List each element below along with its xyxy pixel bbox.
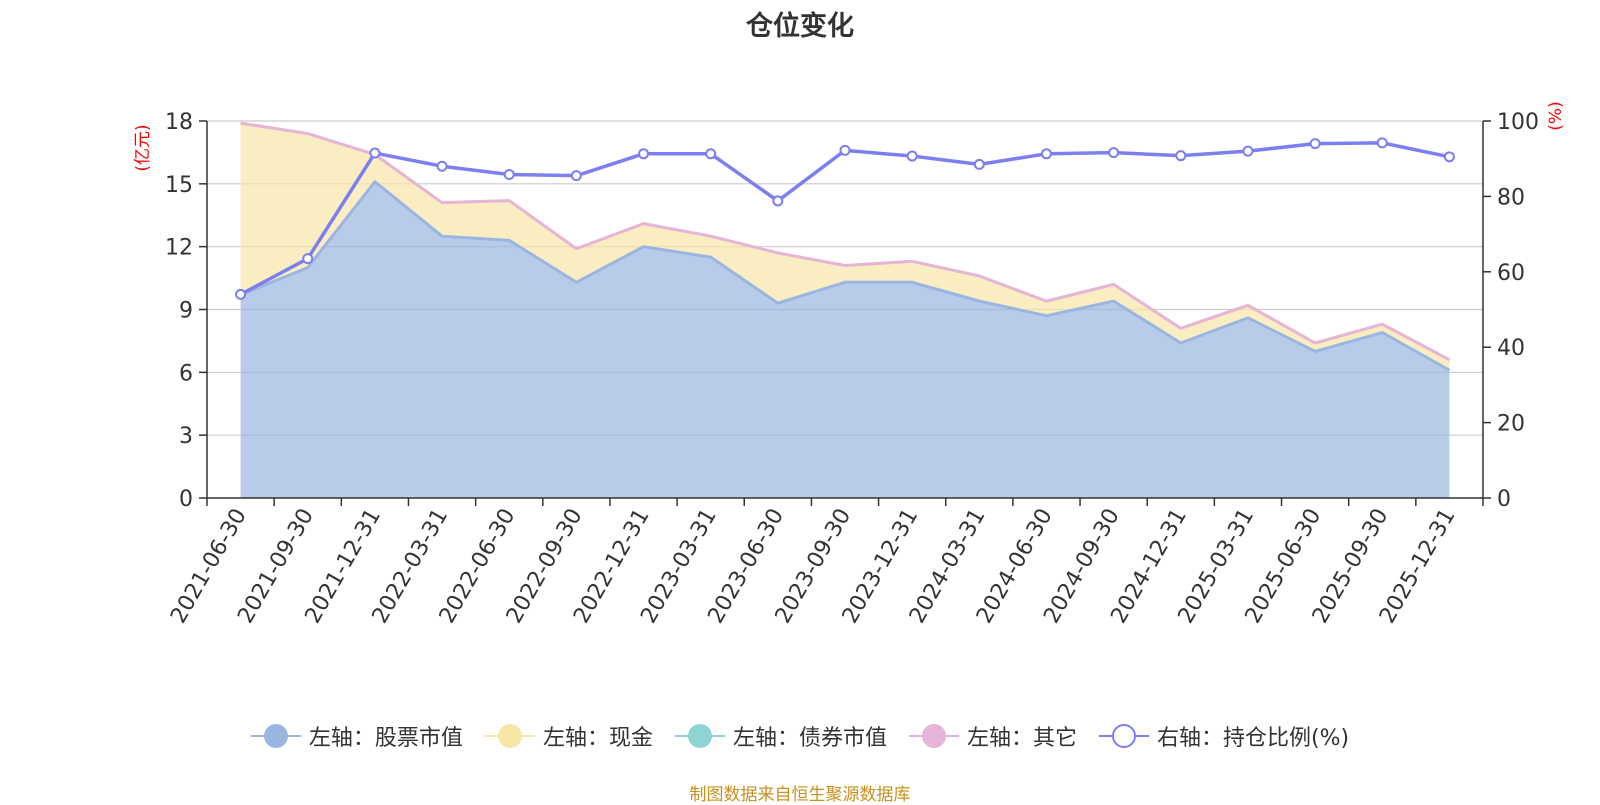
right-tick-label: 40 [1497,336,1525,361]
right-tick-label: 80 [1497,185,1525,210]
ratio-point [973,158,985,170]
chart-legend: 左轴：股票市值 左轴：现金 左轴：债券市值 左轴：其它 右轴：持仓比例(%) [0,720,1600,752]
legend-marker-icon [484,723,535,749]
area-series-0 [240,181,1450,499]
ratio-point [705,148,717,160]
area-line-3 [240,121,1451,362]
ratio-point [1443,151,1455,163]
ratio-point [503,169,515,181]
legend-item[interactable]: 左轴：股票市值 [250,720,463,752]
ratio-point [302,253,314,265]
legend-label: 右轴：持仓比例(%) [1156,726,1350,751]
chart-title: 仓位变化 [746,11,854,42]
legend-item[interactable]: 左轴：现金 [484,720,653,752]
legend-marker-icon [908,723,959,749]
legend-marker-icon [1098,723,1149,749]
ratio-point [436,160,448,172]
right-tick-label: 100 [1497,110,1539,135]
left-tick-label: 15 [165,173,193,198]
ratio-point [1175,150,1187,162]
ratio-point [1242,145,1254,157]
legend-item[interactable]: 左轴：债券市值 [674,720,887,752]
legend-label: 左轴：股票市值 [308,726,463,751]
ratio-point [1309,138,1321,150]
legend-marker-icon [674,723,725,749]
legend-label: 左轴：债券市值 [732,726,887,751]
right-tick-label: 60 [1497,261,1525,286]
left-axis-unit: (亿元) [133,124,153,171]
ratio-point [1040,148,1052,160]
right-tick-label: 20 [1497,412,1525,437]
legend-label: 左轴：现金 [542,726,653,751]
area-series-1 [240,123,1450,371]
ratio-point [369,147,381,159]
left-tick-label: 6 [179,361,193,386]
right-tick-label: 0 [1497,487,1511,512]
legend-label: 左轴：其它 [966,726,1077,751]
ratio-point [235,288,247,300]
left-tick-label: 12 [165,236,193,261]
legend-marker-icon [250,723,301,749]
legend-item[interactable]: 右轴：持仓比例(%) [1098,720,1350,752]
ratio-point [772,195,784,207]
ratio-point [906,150,918,162]
ratio-point [1108,147,1120,159]
left-tick-label: 3 [179,424,193,449]
ratio-point [1376,137,1388,149]
right-axis-unit: (%) [1546,101,1566,130]
area-line-0 [240,180,1451,372]
ratio-point [570,170,582,182]
ratio-point [839,144,851,156]
left-tick-label: 18 [165,110,193,135]
ratio-point [638,148,650,160]
legend-item[interactable]: 左轴：其它 [908,720,1077,752]
left-tick-label: 9 [179,299,193,324]
source-note: 制图数据来自恒生聚源数据库 [689,785,911,805]
left-tick-label: 0 [179,487,193,512]
